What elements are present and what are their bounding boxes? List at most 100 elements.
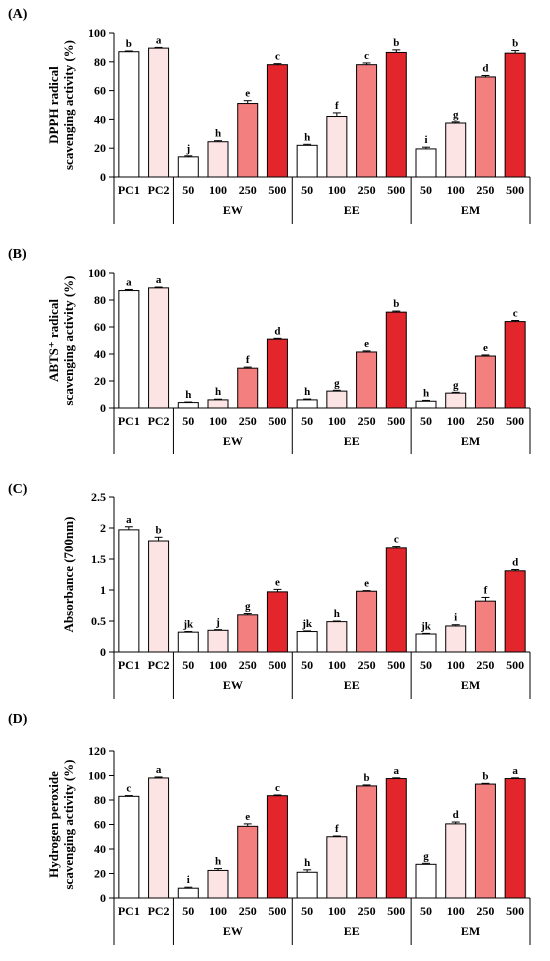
group-label: EE	[344, 924, 360, 938]
chart-panel-2: (B) ABTS⁺ radical scavenging activity (%) 0…	[8, 247, 531, 454]
significance-letter: d	[453, 809, 459, 821]
y-tick-label: 40	[94, 112, 106, 126]
y-axis-title: scavenging activity (%)	[61, 760, 76, 890]
y-tick-label: 40	[94, 842, 106, 856]
bar	[504, 321, 526, 409]
significance-letter: e	[245, 811, 250, 823]
significance-letter: b	[364, 772, 370, 784]
x-tick-label: 250	[239, 183, 257, 197]
x-tick-label: 50	[182, 658, 194, 672]
x-tick-label: 250	[476, 904, 494, 918]
significance-letter: jk	[301, 618, 313, 630]
x-tick-label: PC1	[118, 183, 140, 197]
significance-letter: f	[246, 354, 250, 366]
y-tick-label: 0	[100, 645, 106, 659]
x-tick-label: 250	[476, 414, 494, 428]
x-tick-label: 100	[447, 658, 465, 672]
bar	[356, 785, 378, 899]
bar	[326, 116, 348, 178]
x-tick-label: PC1	[118, 414, 140, 428]
bar	[148, 47, 170, 178]
y-tick-label: 60	[94, 84, 106, 98]
x-tick-label: 100	[447, 414, 465, 428]
x-tick-label: 100	[209, 414, 227, 428]
x-tick-label: 100	[328, 414, 346, 428]
x-tick-label: 50	[420, 658, 432, 672]
bar	[177, 402, 199, 409]
bar	[207, 869, 229, 899]
bar	[296, 871, 318, 899]
bar	[504, 570, 526, 653]
group-label: EW	[223, 678, 243, 692]
bar	[296, 144, 318, 178]
x-tick-label: 50	[301, 904, 313, 918]
bar	[385, 547, 407, 653]
significance-letter: c	[126, 783, 131, 795]
x-tick-label: 100	[209, 658, 227, 672]
x-tick-label: 100	[209, 183, 227, 197]
significance-letter: h	[215, 386, 221, 398]
y-tick-label: 20	[94, 141, 106, 155]
bar	[445, 823, 467, 899]
significance-letter: a	[156, 34, 162, 46]
group-label: EW	[223, 203, 243, 217]
y-axis-title: ABTS⁺ radical	[46, 299, 61, 382]
group-label: EE	[344, 434, 360, 448]
x-tick-label: 100	[447, 183, 465, 197]
y-tick-label: 0	[100, 891, 106, 905]
bar	[415, 148, 437, 178]
significance-letter: f	[335, 823, 339, 835]
significance-letter: c	[275, 51, 280, 63]
significance-letter: jk	[420, 620, 432, 632]
x-tick-label: 50	[301, 414, 313, 428]
significance-letter: h	[215, 856, 221, 868]
bar	[207, 141, 229, 178]
bar	[504, 778, 526, 899]
significance-letter: e	[364, 578, 369, 590]
group-label: EM	[461, 203, 480, 217]
bar	[356, 351, 378, 409]
significance-letter: b	[512, 38, 518, 50]
x-tick-label: 100	[209, 904, 227, 918]
group-label: EM	[461, 924, 480, 938]
panel-label: (A)	[8, 7, 28, 22]
significance-letter: c	[364, 50, 369, 62]
x-tick-label: 500	[387, 414, 405, 428]
x-tick-label: 50	[182, 904, 194, 918]
bar	[445, 392, 467, 409]
x-tick-label: 250	[358, 183, 376, 197]
x-tick-label: 100	[328, 904, 346, 918]
x-tick-label: 50	[420, 414, 432, 428]
x-tick-label: 250	[239, 904, 257, 918]
significance-letter: c	[513, 308, 518, 320]
panel-label: (C)	[8, 482, 28, 497]
chart-panel-4: (D) Hydrogen peroxide scavenging activity …	[8, 712, 531, 945]
bar	[326, 836, 348, 899]
bar	[207, 629, 229, 653]
x-tick-label: 250	[476, 658, 494, 672]
significance-letter: e	[364, 338, 369, 350]
bar	[385, 778, 407, 899]
significance-letter: g	[245, 601, 251, 613]
significance-letter: g	[453, 109, 459, 121]
x-tick-label: PC2	[148, 414, 170, 428]
y-axis-title: scavenging activity (%)	[61, 40, 76, 170]
y-tick-label: 0	[100, 401, 106, 415]
bar	[415, 863, 437, 899]
bar	[266, 795, 288, 899]
bar	[266, 338, 288, 409]
bar	[237, 103, 259, 178]
significance-letter: b	[126, 38, 132, 50]
x-tick-label: PC1	[118, 904, 140, 918]
x-tick-label: 250	[239, 414, 257, 428]
y-tick-label: 20	[94, 867, 106, 881]
x-tick-label: 50	[420, 183, 432, 197]
x-tick-label: 50	[301, 658, 313, 672]
bar	[177, 887, 199, 899]
x-tick-label: 500	[268, 414, 286, 428]
significance-letter: i	[187, 874, 190, 886]
group-label: EW	[223, 924, 243, 938]
bar	[177, 156, 199, 178]
group-label: EE	[344, 203, 360, 217]
bar	[445, 625, 467, 653]
